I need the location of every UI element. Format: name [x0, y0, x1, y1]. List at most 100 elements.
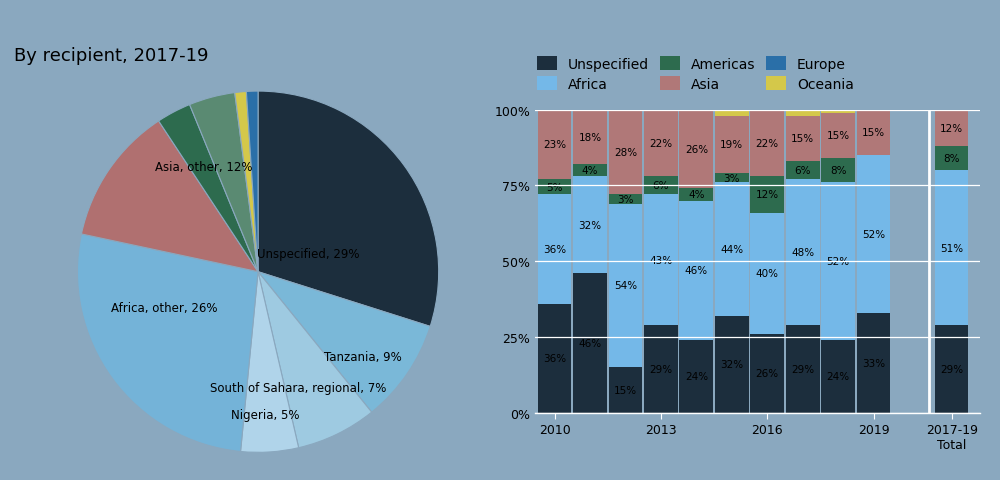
Text: 29%: 29% — [649, 364, 672, 374]
Bar — [821, 159, 855, 183]
Text: 22%: 22% — [756, 139, 779, 149]
Bar — [679, 189, 713, 201]
Bar — [538, 180, 571, 195]
Text: 26%: 26% — [685, 145, 708, 155]
Bar — [935, 110, 968, 147]
Bar — [609, 204, 642, 368]
Bar — [715, 110, 749, 117]
Text: 46%: 46% — [685, 266, 708, 276]
Wedge shape — [77, 234, 258, 452]
Text: 12%: 12% — [756, 190, 779, 200]
Text: 18%: 18% — [578, 132, 602, 143]
Text: Unspecified, 29%: Unspecified, 29% — [257, 248, 360, 261]
Bar — [715, 183, 749, 316]
Text: 48%: 48% — [791, 248, 814, 257]
Bar — [857, 110, 890, 156]
Bar — [750, 110, 784, 177]
Wedge shape — [81, 121, 258, 272]
Text: 6%: 6% — [653, 181, 669, 191]
Text: 15%: 15% — [614, 385, 637, 395]
Bar — [786, 162, 820, 180]
Wedge shape — [241, 272, 299, 452]
Text: 36%: 36% — [543, 353, 566, 363]
Text: 32%: 32% — [578, 220, 602, 230]
Wedge shape — [258, 92, 439, 327]
Text: 8%: 8% — [943, 154, 960, 164]
Bar — [821, 113, 855, 159]
Wedge shape — [159, 105, 258, 272]
Text: Africa, other, 26%: Africa, other, 26% — [111, 302, 217, 315]
Bar — [821, 110, 855, 113]
Text: 43%: 43% — [649, 255, 672, 265]
Text: 33%: 33% — [862, 358, 885, 368]
Text: Tanzania, 9%: Tanzania, 9% — [324, 350, 402, 363]
Bar — [679, 201, 713, 340]
Bar — [644, 195, 678, 325]
Bar — [679, 110, 713, 189]
Bar — [786, 180, 820, 325]
Text: Asia, other, 12%: Asia, other, 12% — [155, 161, 253, 174]
Bar — [538, 195, 571, 304]
Text: 36%: 36% — [543, 244, 566, 254]
Text: 46%: 46% — [578, 338, 602, 348]
Text: 26%: 26% — [756, 369, 779, 378]
Wedge shape — [190, 94, 258, 272]
Bar — [857, 156, 890, 313]
Bar — [679, 340, 713, 413]
Bar — [573, 110, 607, 165]
Bar — [750, 177, 784, 213]
Text: By recipient, 2017-19: By recipient, 2017-19 — [14, 47, 209, 65]
Bar — [935, 325, 968, 413]
Bar — [538, 304, 571, 413]
Text: 8%: 8% — [830, 166, 846, 176]
Bar — [644, 325, 678, 413]
Bar — [573, 165, 607, 177]
Text: 19%: 19% — [720, 140, 743, 150]
Legend: Unspecified, Africa, Americas, Asia, Europe, Oceania: Unspecified, Africa, Americas, Asia, Eur… — [537, 57, 854, 91]
Text: 23%: 23% — [543, 140, 566, 150]
Wedge shape — [258, 272, 372, 448]
Bar — [821, 340, 855, 413]
Bar — [750, 213, 784, 334]
Text: 15%: 15% — [827, 131, 850, 141]
Bar — [715, 117, 749, 174]
Wedge shape — [235, 92, 258, 272]
Bar — [609, 110, 642, 195]
Text: 24%: 24% — [685, 372, 708, 382]
Bar — [786, 325, 820, 413]
Bar — [821, 183, 855, 340]
Text: 29%: 29% — [940, 364, 963, 374]
Bar — [573, 274, 607, 413]
Text: 40%: 40% — [756, 269, 779, 279]
Bar — [573, 177, 607, 274]
Text: 15%: 15% — [862, 128, 885, 138]
Bar — [609, 368, 642, 413]
Bar — [750, 334, 784, 413]
Bar — [715, 316, 749, 413]
Bar — [609, 195, 642, 204]
Text: Nigeria, 5%: Nigeria, 5% — [231, 408, 300, 421]
Bar — [786, 110, 820, 117]
Bar — [538, 110, 571, 180]
Text: 29%: 29% — [791, 364, 814, 374]
Text: 52%: 52% — [827, 257, 850, 266]
Text: 6%: 6% — [794, 166, 811, 176]
Text: 15%: 15% — [791, 134, 814, 144]
Wedge shape — [246, 92, 258, 272]
Text: South of Sahara, regional, 7%: South of Sahara, regional, 7% — [210, 381, 386, 394]
Text: 51%: 51% — [940, 243, 963, 253]
Bar — [935, 147, 968, 171]
Bar — [715, 174, 749, 183]
Bar — [644, 110, 678, 177]
Bar — [857, 313, 890, 413]
Text: 4%: 4% — [688, 190, 705, 200]
Text: 32%: 32% — [720, 360, 743, 370]
Wedge shape — [258, 272, 430, 412]
Text: 54%: 54% — [614, 281, 637, 291]
Text: 5%: 5% — [546, 182, 563, 192]
Bar — [786, 117, 820, 162]
Bar — [935, 171, 968, 325]
Text: 44%: 44% — [720, 244, 743, 254]
Text: 12%: 12% — [940, 123, 963, 133]
Text: 3%: 3% — [724, 173, 740, 183]
